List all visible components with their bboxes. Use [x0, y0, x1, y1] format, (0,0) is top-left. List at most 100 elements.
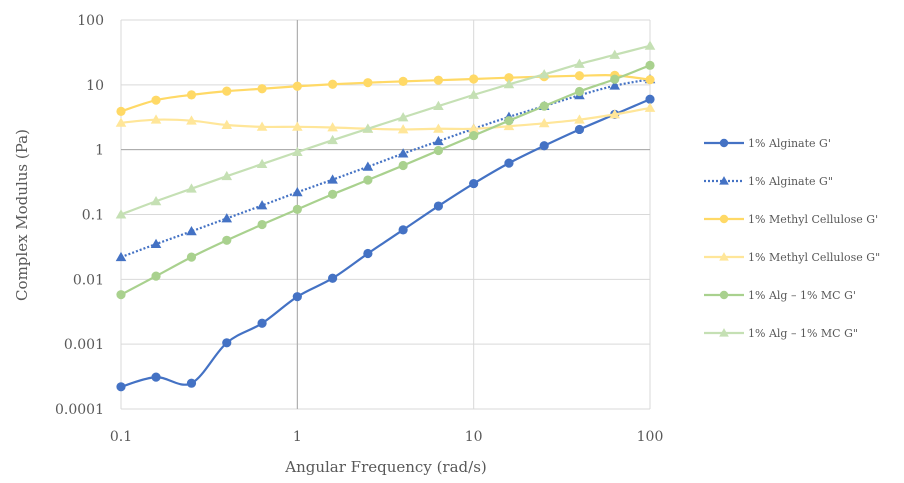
data-point — [186, 90, 197, 100]
data-point — [397, 148, 409, 158]
data-point — [363, 248, 373, 259]
series-3 — [116, 70, 655, 116]
data-point — [609, 109, 621, 119]
data-point — [327, 134, 338, 145]
legend-label: 1% Alginate G' — [748, 137, 831, 150]
data-point — [433, 100, 444, 111]
y-tick-label: 1 — [95, 143, 104, 159]
data-point — [327, 122, 338, 132]
data-point — [256, 200, 268, 210]
data-point — [433, 145, 444, 156]
legend-marker — [719, 214, 729, 224]
data-point — [116, 290, 126, 300]
data-point — [433, 135, 444, 146]
data-point — [644, 102, 656, 112]
legend-label: 1% Methyl Cellulose G" — [748, 251, 880, 264]
series-line — [120, 64, 651, 296]
series-4 — [115, 102, 656, 134]
legend-marker — [719, 290, 729, 300]
data-point — [327, 174, 338, 184]
data-point — [433, 75, 444, 85]
legend-label: 1% Alginate G" — [748, 175, 833, 188]
data-point — [397, 124, 409, 134]
data-point — [574, 71, 585, 81]
data-point — [186, 183, 197, 193]
data-point — [504, 116, 514, 126]
y-tick-label: 100 — [77, 13, 104, 29]
data-point — [469, 130, 479, 141]
series-line — [120, 78, 651, 259]
legend-label: 1% Alg – 1% MC G' — [748, 289, 856, 302]
legend-item-5: 1% Alg – 1% MC G' — [704, 289, 856, 302]
data-point — [221, 119, 233, 129]
x-tick-label: 1 — [293, 429, 302, 445]
data-point — [539, 101, 549, 111]
y-tick-label: 0.001 — [64, 337, 104, 353]
data-point — [397, 112, 409, 122]
legend-label: 1% Alg – 1% MC G" — [748, 327, 858, 340]
data-point — [151, 372, 161, 382]
data-point — [398, 225, 408, 235]
data-point — [292, 292, 302, 302]
x-axis-title: Angular Frequency (rad/s) — [284, 458, 487, 476]
data-point — [433, 123, 444, 133]
data-point — [609, 80, 621, 90]
data-point — [468, 123, 479, 133]
data-point — [469, 74, 479, 84]
data-point — [362, 123, 374, 133]
data-point — [151, 271, 161, 281]
data-point — [257, 219, 267, 230]
x-tick-label: 10 — [465, 429, 483, 445]
data-point — [150, 195, 162, 206]
data-point — [504, 158, 514, 168]
legend-marker — [719, 176, 729, 185]
tick-labels: 100 10 1 0.1 0.01 0.001 0.0001 0.1 1 10 100 — [55, 13, 663, 445]
data-point — [645, 60, 655, 70]
data-point — [645, 94, 655, 104]
data-point — [644, 40, 656, 50]
data-point — [503, 78, 515, 89]
data-point — [468, 89, 479, 99]
data-point — [328, 189, 338, 199]
data-point — [221, 170, 233, 181]
data-point — [222, 235, 232, 245]
data-point — [222, 86, 232, 96]
data-point — [292, 81, 302, 91]
series-line — [120, 74, 651, 113]
series-line — [120, 106, 651, 131]
series-line — [120, 98, 651, 388]
series-line — [120, 44, 651, 216]
y-tick-label: 0.1 — [82, 208, 104, 224]
data-point — [574, 124, 585, 135]
legend-marker — [719, 252, 729, 261]
data-point — [221, 213, 233, 223]
data-point — [610, 74, 620, 84]
data-point — [609, 49, 621, 59]
data-point — [362, 161, 374, 171]
data-point — [115, 251, 127, 262]
data-point — [363, 175, 373, 185]
series-layer — [115, 40, 656, 392]
data-point — [116, 382, 126, 392]
data-point — [116, 106, 126, 116]
data-point — [292, 146, 303, 156]
data-point — [292, 121, 303, 131]
data-point — [292, 187, 303, 197]
data-point — [115, 117, 127, 127]
y-tick-label: 0.01 — [73, 272, 104, 288]
series-6 — [115, 40, 656, 219]
legend-marker — [719, 328, 729, 337]
data-point — [469, 178, 479, 189]
data-point — [256, 158, 268, 169]
series-1 — [116, 94, 655, 392]
grid — [120, 19, 651, 410]
data-point — [151, 95, 161, 105]
x-tick-label: 100 — [637, 429, 664, 445]
data-point — [363, 78, 373, 88]
data-point — [574, 114, 585, 124]
legend-item-1: 1% Alginate G' — [704, 137, 831, 150]
legend: 1% Alginate G' 1% Alginate G" 1% Methyl Ce… — [704, 137, 880, 340]
legend-marker — [719, 138, 729, 148]
data-point — [186, 226, 197, 236]
